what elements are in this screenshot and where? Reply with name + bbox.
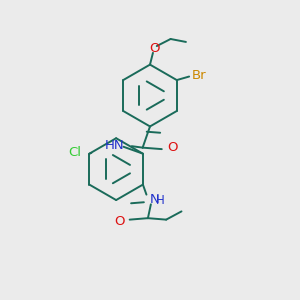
Text: Br: Br bbox=[192, 69, 207, 82]
Text: N: N bbox=[149, 194, 159, 206]
Text: HN: HN bbox=[105, 139, 124, 152]
Text: O: O bbox=[167, 141, 178, 154]
Text: O: O bbox=[149, 42, 160, 55]
Text: O: O bbox=[114, 214, 124, 228]
Text: H: H bbox=[156, 194, 165, 207]
Text: Cl: Cl bbox=[69, 146, 82, 159]
